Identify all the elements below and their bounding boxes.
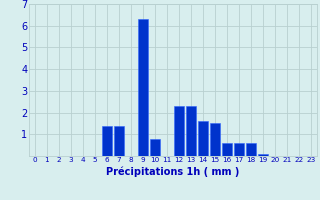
Bar (102, 126, 112, 156)
Bar (174, 106, 184, 156)
Bar (210, 123, 220, 156)
Bar (186, 106, 196, 156)
Bar (150, 139, 160, 156)
X-axis label: Précipitations 1h ( mm ): Précipitations 1h ( mm ) (106, 166, 239, 177)
Bar (234, 143, 244, 156)
Bar (258, 154, 268, 156)
Bar (198, 121, 208, 156)
Bar (138, 19, 148, 156)
Bar (222, 143, 232, 156)
Bar (246, 143, 256, 156)
Bar (114, 126, 124, 156)
